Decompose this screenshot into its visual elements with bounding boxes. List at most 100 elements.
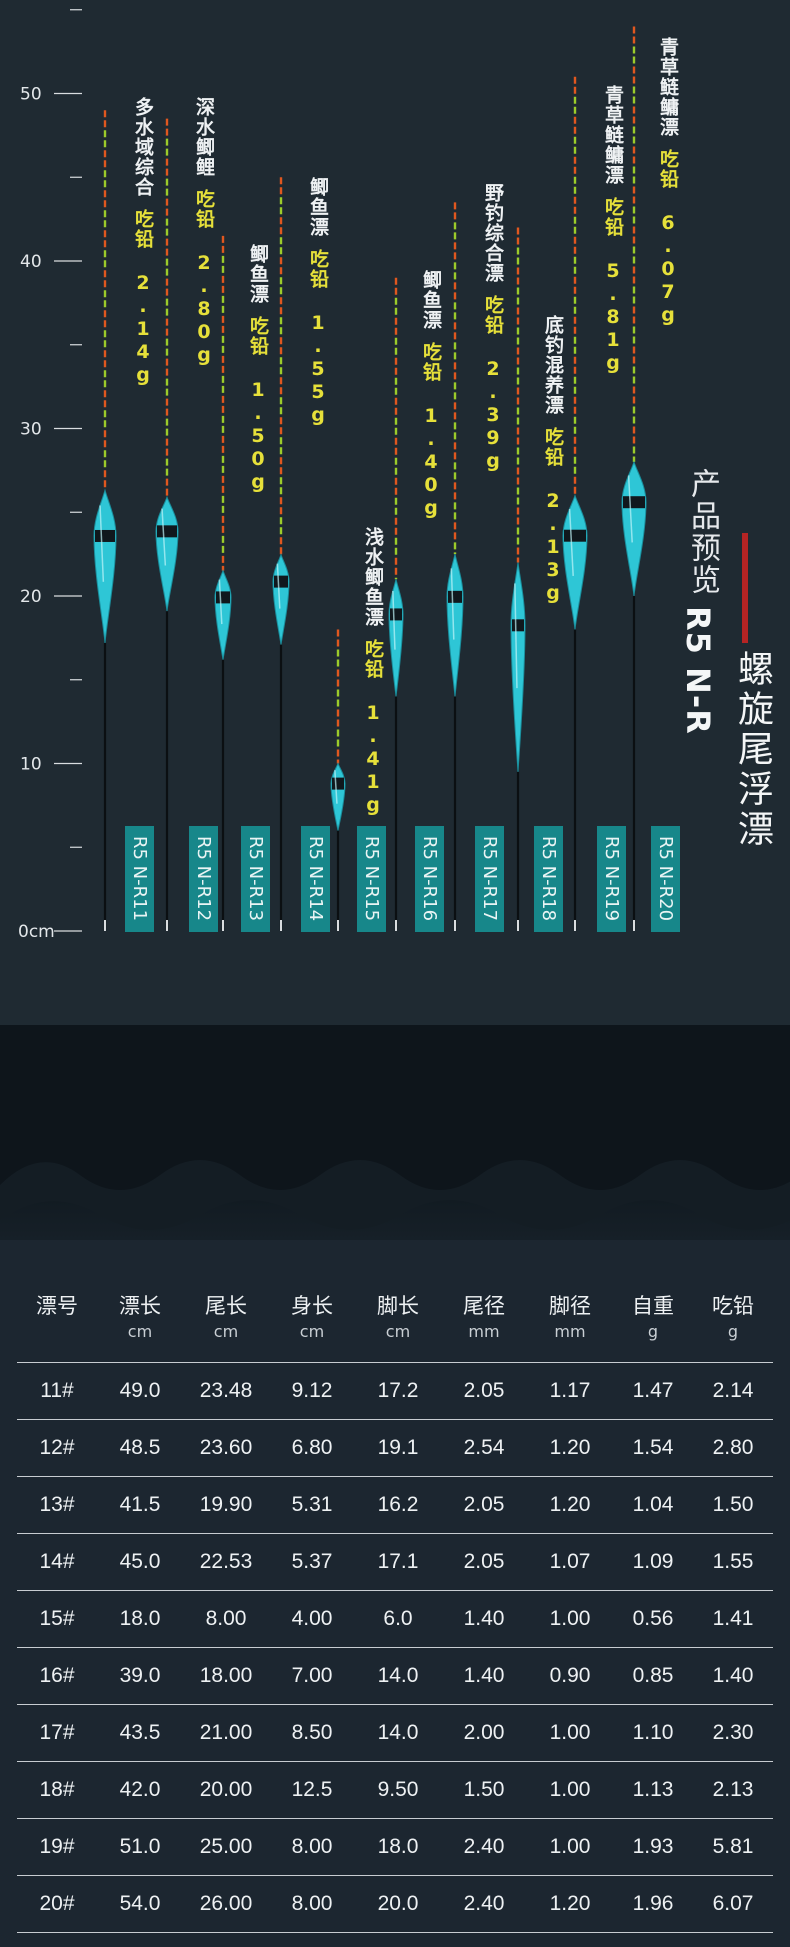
float-body-band [623,496,645,509]
float-12 [155,118,179,931]
float-body-highlight [514,583,518,689]
table-row: 20# 54.0 26.00 8.00 20.0 2.40 1.20 1.96 6.07 [17,1875,773,1932]
float-name: 浅水鲫鱼漂 [362,527,384,627]
float-body-highlight [450,568,455,640]
float-label: 鲫鱼漂吃铅 1.50g [245,244,270,494]
float-name: 鲫鱼漂 [307,177,329,237]
table-cell: 14.0 [377,1721,419,1744]
table-cell: 14# [39,1550,75,1573]
table-header-cell: 尾径 mm [463,1294,505,1341]
float-name: 多水域综合 [132,97,154,197]
model-tag: R5 N-R18 [534,826,563,932]
table-cell: 1.41 [712,1607,754,1630]
table-cell: 22.53 [199,1550,253,1573]
float-preview-panel: 0cm 10 20 30 40 50 多水域综合吃铅 2.14g 深水鲫鲤吃铅 2.80g 鲫… [18,9,773,942]
length-ruler: 0cm 10 20 30 40 50 [18,9,82,942]
table-cell: 5.81 [712,1835,754,1858]
baseline-mark [104,920,106,931]
table-cell: 2.05 [463,1550,505,1573]
float-body [272,553,290,645]
table-cell: 2.40 [463,1835,505,1858]
float-name: 青草鲢鳙漂 [602,85,624,185]
float-lead-weight: 吃铅 2.14g [132,209,154,387]
table-cell: 7.00 [291,1664,333,1687]
float-lead-weight: 吃铅 2.13g [542,427,564,605]
table-cell: 2.54 [463,1436,505,1459]
float-body-band [157,525,177,538]
float-body-band [332,777,344,790]
float-body [93,488,117,643]
model-tag: R5 N-R20 [651,826,680,932]
table-row: 19# 51.0 25.00 8.00 18.0 2.40 1.00 1.93 5.81 [17,1818,773,1875]
table-cell: 1.09 [632,1550,674,1573]
float-body-highlight [334,770,338,804]
table-cell: 1.50 [463,1778,505,1801]
table-cell: 23.60 [199,1436,253,1459]
table-row: 12# 48.5 23.60 6.80 19.1 2.54 1.20 1.54 2.80 [17,1419,773,1476]
ruler-tick-label: 0cm [18,922,55,942]
table-cell: 17.2 [377,1379,419,1402]
float-lead-weight: 吃铅 2.39g [482,295,504,473]
table-cell: 1.54 [632,1436,674,1459]
float-body-band [512,619,524,632]
ruler-tick-label: 30 [20,420,42,440]
table-cell: 2.80 [712,1436,754,1459]
float-body [562,493,588,630]
float-16 [388,277,404,931]
table-cell: 17# [39,1721,75,1744]
table-row: 15# 18.0 8.00 4.00 6.0 1.40 1.00 0.56 1.41 [17,1590,773,1647]
float-body [330,762,346,831]
table-row: 18# 42.0 20.00 12.5 9.50 1.50 1.00 1.13 2.13 [17,1761,773,1818]
table-cell: 14.0 [377,1664,419,1687]
table-header-cell: 吃铅 g [712,1294,754,1341]
table-cell: 6.0 [383,1607,413,1630]
float-label: 鲫鱼漂吃铅 1.55g [305,177,330,427]
spec-section [0,1240,790,1947]
table-cell: 2.00 [463,1721,505,1744]
ruler-tick-label: 20 [20,587,42,607]
model-tag: R5 N-R19 [597,826,626,932]
float-body [214,569,232,660]
table-cell: 48.5 [119,1436,161,1459]
table-cell: 1.10 [632,1721,674,1744]
float-lead-weight: 吃铅 1.50g [247,316,269,494]
baseline-mark [337,920,339,931]
table-cell: 12# [39,1436,75,1459]
ruler-tick-label: 40 [20,252,42,272]
title-accent-bar [742,533,748,643]
table-cell: 19# [39,1835,75,1858]
table-body: 11# 49.0 23.48 9.12 17.2 2.05 1.17 1.47 2.14 12# 4… [17,1362,773,1933]
table-cell: 12.5 [291,1778,333,1801]
float-body-band [95,529,115,542]
model-tag: R5 N-R16 [415,826,444,932]
model-tag: R5 N-R14 [301,826,330,932]
float-18 [510,227,526,931]
table-cell: 20.0 [377,1892,419,1915]
table-cell: 5.37 [291,1550,333,1573]
float-name: 青草鲢鳙漂 [657,37,679,137]
float-body-highlight [218,579,223,625]
table-cell: 11# [40,1379,74,1402]
model-tag: R5 N-R11 [125,826,154,932]
float-name: 深水鲫鲤 [193,97,215,177]
table-header-cell: 脚长 cm [377,1294,419,1341]
table-header-cell: 漂长 cm [119,1294,161,1341]
float-name: 鲫鱼漂 [247,244,269,304]
float-lead-weight: 吃铅 1.40g [420,342,442,520]
table-cell: 1.00 [549,1721,591,1744]
model-tag: R5 N-R12 [189,826,218,932]
float-body-band [390,608,402,621]
table-cell: 18.00 [199,1664,253,1687]
table-cell: 13# [39,1493,75,1516]
table-row: 17# 43.5 21.00 8.50 14.0 2.00 1.00 1.10 2.30 [17,1704,773,1761]
float-lead-weight: 吃铅 2.80g [193,189,215,367]
table-cell: 1.07 [549,1550,591,1573]
table-header-cell: 脚径 mm [549,1294,591,1341]
table-cell: 8.00 [205,1607,247,1630]
table-cell: 18.0 [377,1835,419,1858]
float-15 [330,629,346,931]
table-cell: 0.90 [549,1664,591,1687]
table-header-row: 漂号 漂长 cm 尾长 cm 身长 cm 脚长 cm 尾径 mm 脚径 mm 自重 g 吃铅 g [17,1290,773,1362]
baseline-mark [454,920,456,931]
model-tag: R5 N-R17 [475,826,504,932]
